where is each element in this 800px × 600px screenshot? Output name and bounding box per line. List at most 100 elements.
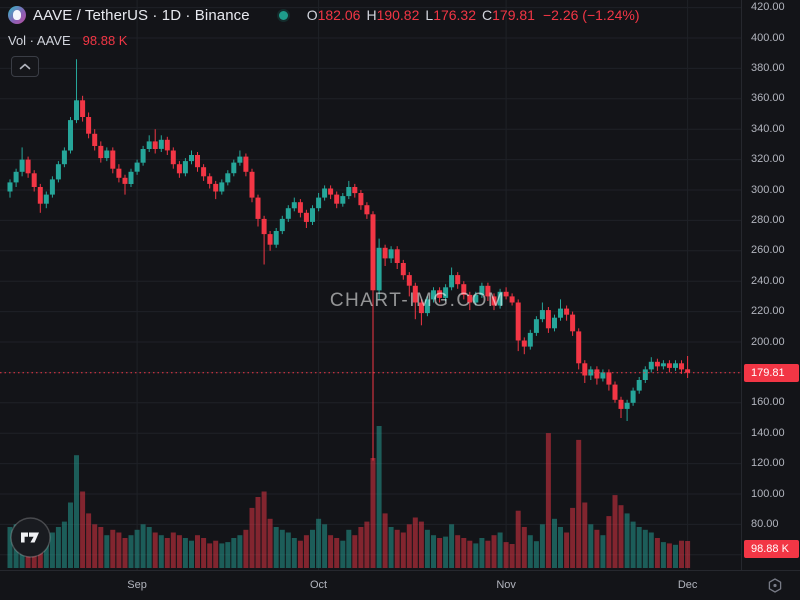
volume-bar [370,458,376,568]
volume-bar [364,521,370,568]
volume-bar [267,518,273,568]
candle-body [509,296,515,303]
candle-body [273,231,279,245]
candle-body [243,156,249,172]
volume-bar [291,538,297,568]
volume-bar [352,535,358,568]
candle-body [37,187,43,204]
aave-logo-icon [8,6,26,24]
candle-body [255,197,261,219]
symbol-title[interactable]: AAVE / TetherUS · 1D · Binance [33,6,250,24]
volume-bar [68,502,73,568]
volume-bar [497,532,503,568]
volume-bar [104,535,110,568]
candle-body [182,161,188,174]
candle-body [328,188,334,195]
candle-body [170,150,176,165]
price-axis-label: 140.00 [751,426,785,439]
price-axis-label: 240.00 [751,274,785,287]
collapse-legend-button[interactable] [11,56,39,77]
candle-body [201,167,207,177]
volume-bar [648,532,654,568]
open-value: 182.06 [317,7,361,23]
high-label: H [366,7,377,23]
candle-body [346,187,352,197]
volume-bar [358,527,364,568]
volume-label[interactable]: Vol · AAVE [8,33,71,48]
volume-bar [424,529,430,568]
volume-bar [473,543,479,568]
candle-body [80,100,86,117]
candle-body [618,399,624,409]
scale-settings-icon[interactable] [766,577,784,595]
time-axis-label: Dec [677,579,698,591]
candle-body [485,285,491,297]
volume-bar [673,544,678,568]
candle-body [322,188,328,198]
volume-bar [461,538,467,568]
last-volume-badge: 98.88 K [744,539,799,558]
volume-bar [600,535,606,568]
candle-body [606,372,612,385]
candle-body [582,363,588,376]
volume-bar [303,535,309,568]
volume-bar [618,505,624,568]
time-axis[interactable]: Sep Oct Nov Dec [0,570,800,600]
candle-body [400,263,406,276]
volume-bar [207,543,213,568]
candle-body [449,275,455,288]
candle-body [7,182,13,192]
candle-body [545,310,551,329]
candle-body [55,164,61,180]
candle-body [552,317,557,329]
volume-bar [431,535,436,568]
candle-body [424,299,430,314]
candle-body [594,369,600,379]
price-axis-label: 280.00 [751,213,785,226]
candle-body [340,196,346,204]
candle-body [491,296,497,306]
volume-bar [400,532,406,568]
volume-bar [630,521,636,568]
volume-bar [564,532,570,568]
price-axis[interactable]: 420.00 400.00 380.00 360.00 340.00 320.00 300.… [741,0,800,570]
high-value: 190.82 [376,7,420,23]
volume-bar [449,524,455,568]
candle-body [479,285,485,295]
volume-bar [237,535,243,568]
price-axis-label: 100.00 [751,487,785,500]
close-label: C [482,7,493,23]
candle-body [74,100,79,121]
candle-body [648,361,654,370]
candle-body [146,141,152,149]
candle-body [394,249,400,263]
volume-bar [310,529,315,568]
candle-body [225,173,231,183]
candle-body [521,340,527,347]
volume-bar [527,535,533,568]
price-axis-label: 420.00 [751,1,785,14]
candle-body [98,145,104,159]
candlestick-chart[interactable] [0,0,741,570]
candle-body [636,380,642,391]
price-axis-label: 120.00 [751,457,785,470]
volume-bar [340,540,346,568]
volume-bar [412,517,418,568]
volume-bar [92,524,98,568]
candle-body [388,249,394,259]
volume-bar [61,521,67,568]
volume-bar [443,536,449,568]
price-axis-label: 360.00 [751,92,785,105]
volume-bar [606,516,612,568]
volume-bar [158,535,164,568]
candle-body [370,214,376,291]
tradingview-logo[interactable] [10,517,51,558]
low-value: 176.32 [433,7,477,23]
candle-body [612,384,618,400]
candle-body [285,208,291,219]
candle-body [49,179,55,195]
candle-body [279,218,285,232]
candle-body [642,369,648,380]
volume-bar [110,529,116,568]
volume-bar [176,535,182,568]
